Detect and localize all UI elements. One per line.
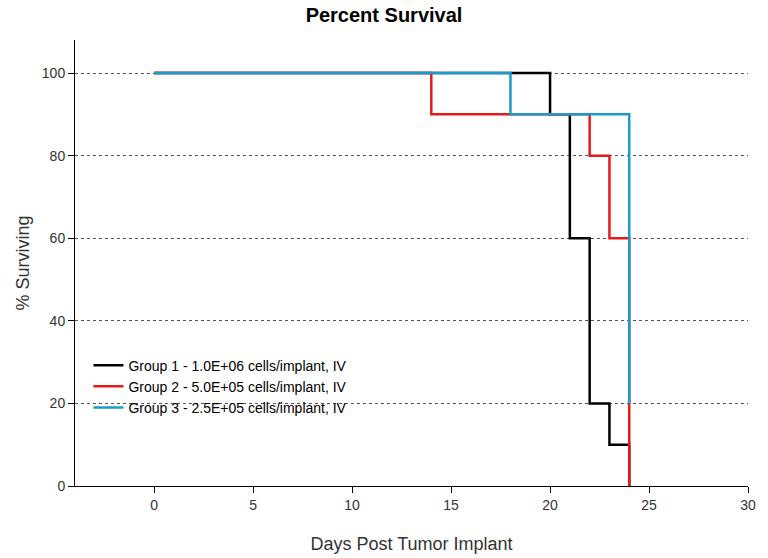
svg-text:Group 3 - 2.5E+05 cells/implan: Group 3 - 2.5E+05 cells/implant, IV: [128, 400, 346, 416]
svg-text:Group 2 - 5.0E+05 cells/implan: Group 2 - 5.0E+05 cells/implant, IV: [128, 379, 346, 395]
svg-text:40: 40: [50, 313, 66, 329]
svg-text:10: 10: [344, 497, 360, 513]
svg-text:0: 0: [57, 478, 65, 494]
svg-text:Group 1 - 1.0E+06 cells/implan: Group 1 - 1.0E+06 cells/implant, IV: [128, 358, 346, 374]
svg-text:20: 20: [542, 497, 558, 513]
svg-text:% Surviving: % Surviving: [13, 215, 33, 310]
svg-text:Percent Survival: Percent Survival: [306, 4, 463, 26]
svg-text:80: 80: [50, 148, 66, 164]
svg-text:100: 100: [42, 65, 66, 81]
svg-text:60: 60: [50, 230, 66, 246]
svg-text:15: 15: [443, 497, 459, 513]
svg-text:Days Post Tumor Implant: Days Post Tumor Implant: [310, 534, 512, 554]
svg-text:20: 20: [50, 395, 66, 411]
svg-text:25: 25: [641, 497, 657, 513]
svg-text:0: 0: [150, 497, 158, 513]
svg-text:30: 30: [740, 497, 756, 513]
svg-text:5: 5: [249, 497, 257, 513]
